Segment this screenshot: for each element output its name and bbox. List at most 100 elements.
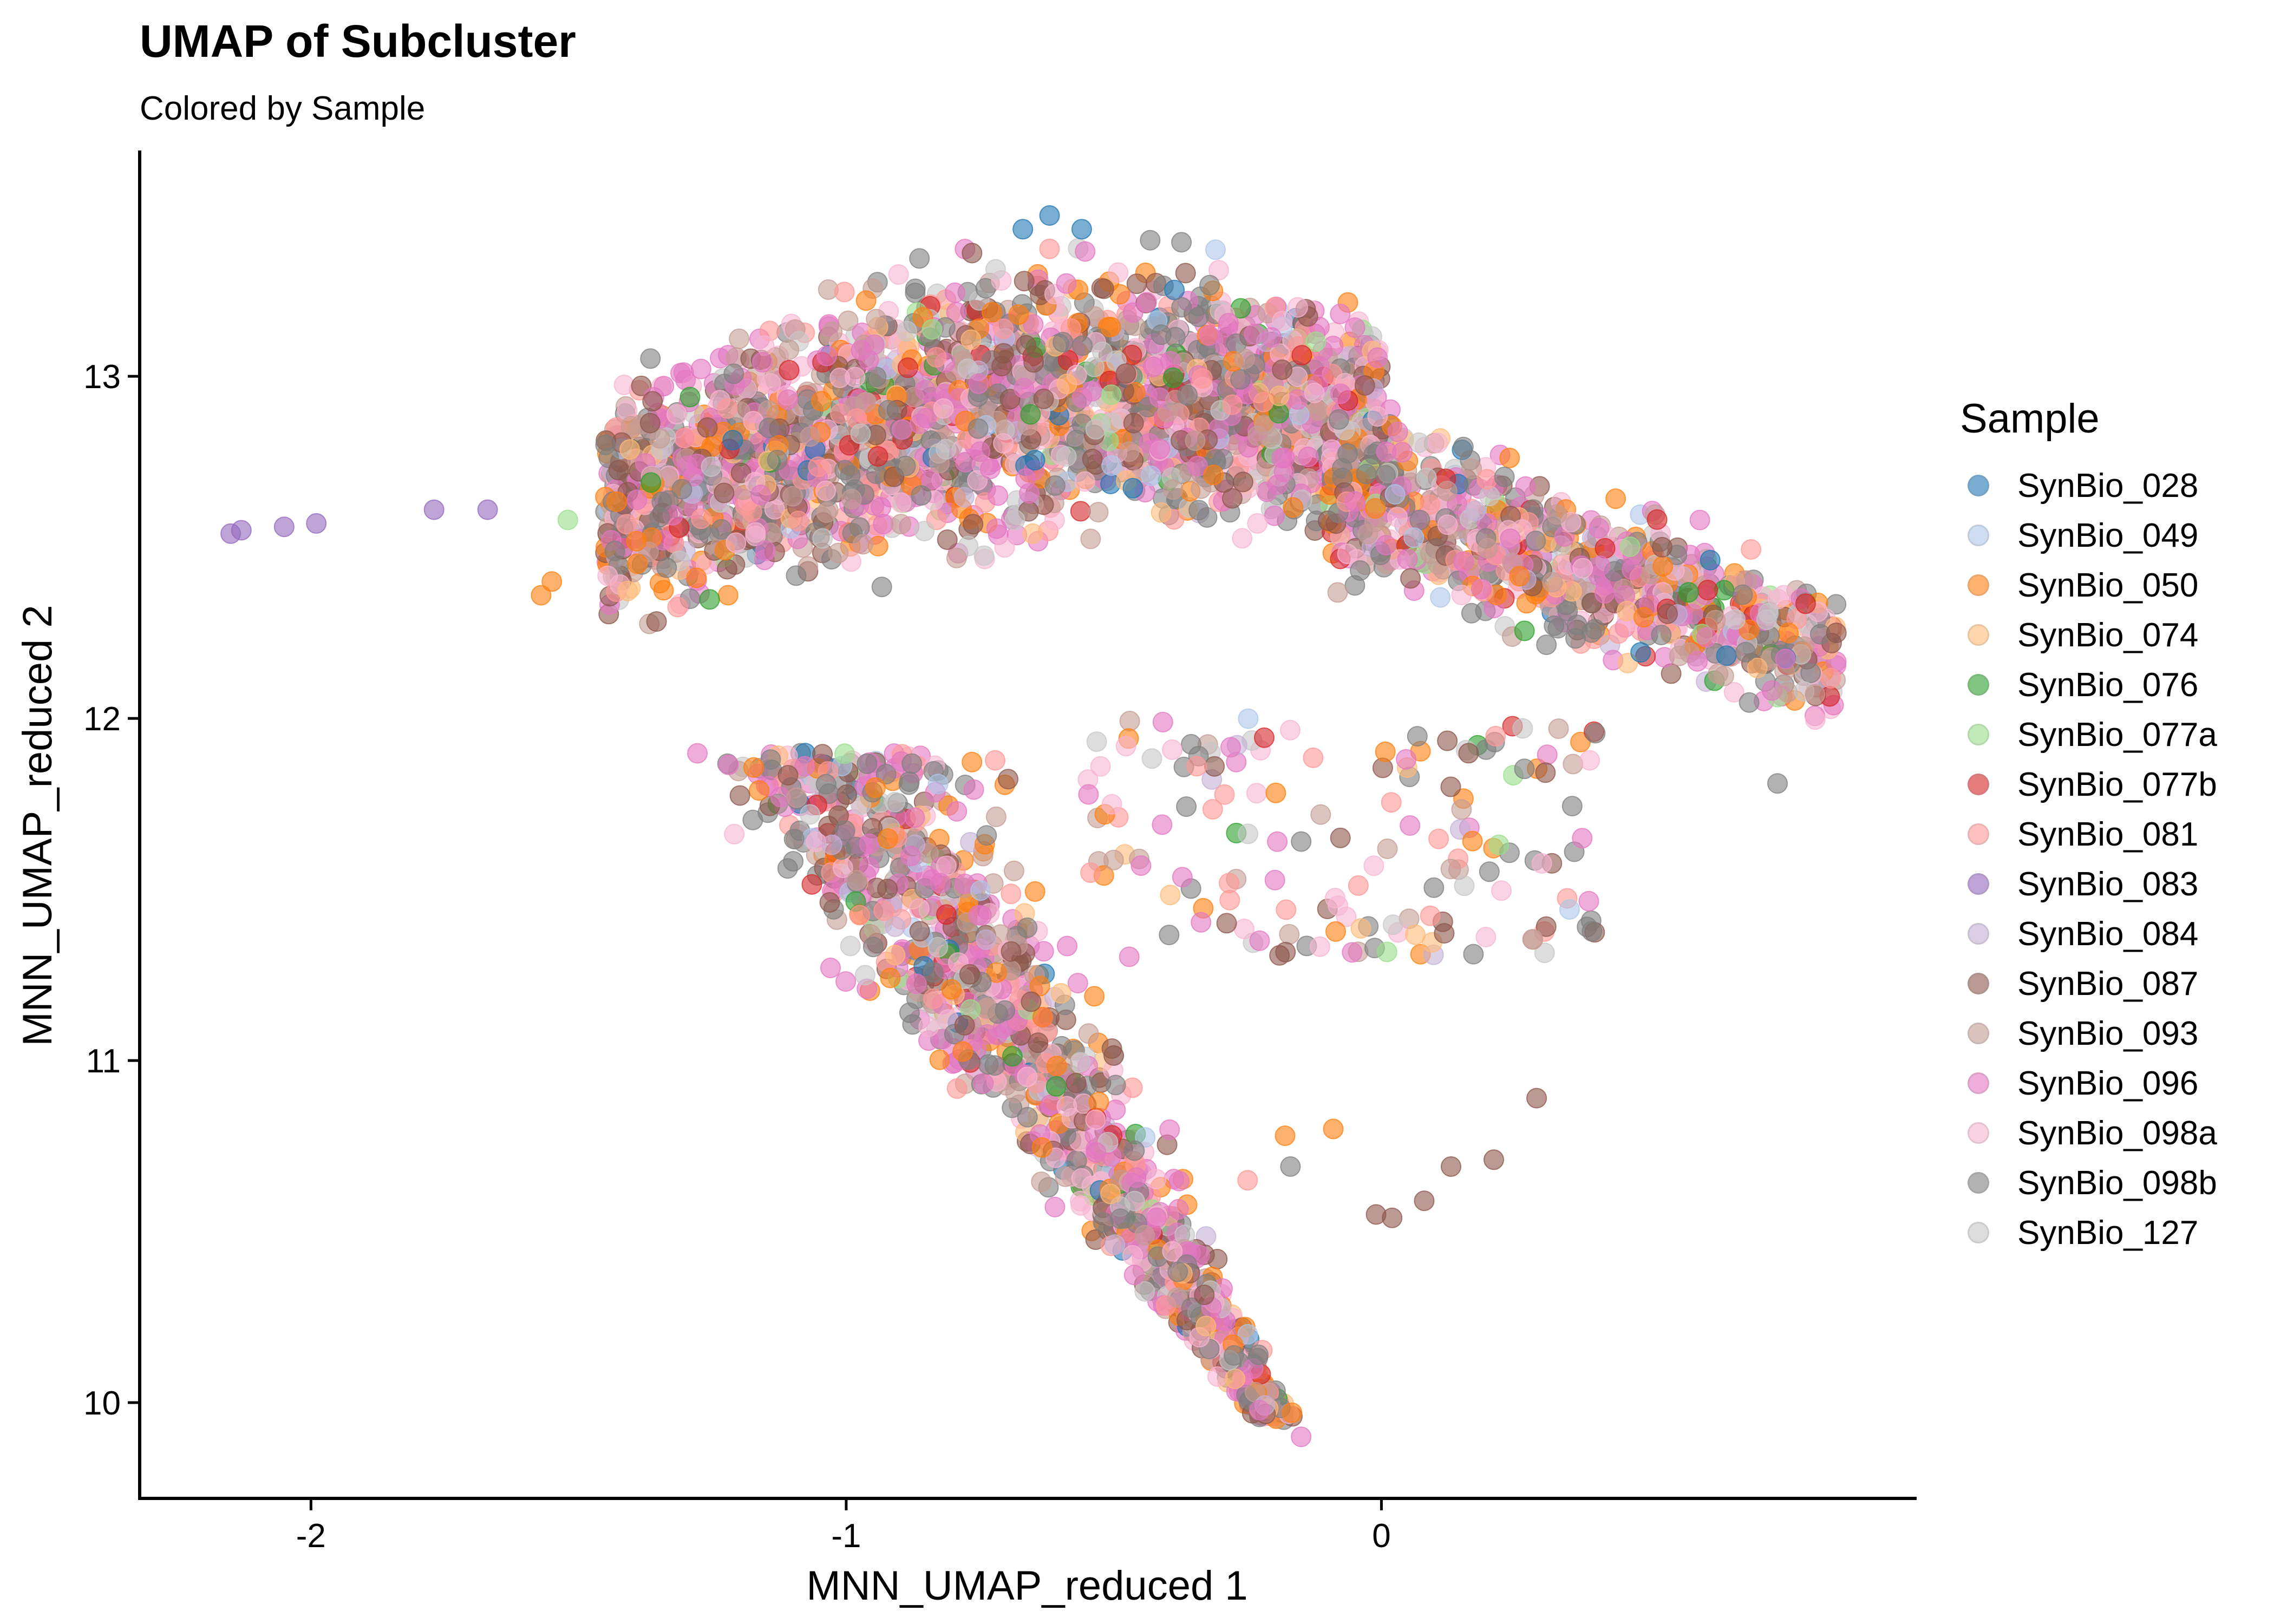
data-point [718,754,739,775]
data-point [988,485,1008,506]
data-point [1220,737,1241,758]
data-point [906,973,927,994]
data-point [930,873,951,894]
data-point [946,547,967,568]
data-point [1630,642,1651,663]
data-point [788,510,809,532]
data-point [699,589,720,610]
data-point [999,389,1021,410]
data-point [687,743,708,764]
data-point [1542,572,1563,593]
data-point [828,542,849,564]
data-point [1023,314,1044,335]
data-point [1187,455,1208,476]
data-point [855,290,877,311]
data-point [1008,304,1029,325]
data-point [1162,739,1183,760]
data-point [914,521,935,542]
data-point [1522,929,1544,950]
data-point [1001,883,1022,905]
data-point [1384,484,1406,505]
data-point [675,370,696,391]
data-point [968,373,989,394]
data-point [1016,335,1037,356]
data-point [960,329,982,350]
data-point [1218,313,1239,333]
data-point [1119,441,1140,462]
data-point [1403,527,1424,548]
data-point [1031,1171,1052,1193]
data-point [904,807,925,828]
data-point [1254,727,1275,748]
data-point [666,404,687,425]
data-point [1249,1400,1270,1420]
data-point [752,352,773,373]
data-point [897,320,917,342]
data-point [1085,1109,1106,1130]
data-point [1033,388,1054,409]
data-point [1337,443,1358,464]
data-point [918,1016,939,1037]
data-point [1071,1168,1092,1189]
data-point [1344,317,1365,338]
data-point [759,417,780,438]
data-point [1168,1170,1190,1191]
data-point [846,870,867,890]
data-point [1430,587,1451,608]
data-point [815,774,837,795]
data-point [1407,726,1428,747]
data-point [1126,273,1147,294]
data-point [1265,782,1286,803]
data-point [1146,1169,1167,1190]
data-point [1477,538,1498,559]
data-point [963,514,984,535]
data-point [1325,888,1345,908]
data-point [1451,585,1472,606]
data-point [1756,609,1777,630]
data-point [1092,341,1113,362]
data-point [1066,1072,1087,1093]
data-point [1325,921,1346,942]
data-point [865,777,886,798]
data-point [779,359,800,381]
data-point [1191,912,1212,933]
data-point [982,302,1003,323]
data-point [1070,1195,1092,1216]
data-point [1017,917,1038,938]
data-point [755,540,776,561]
data-point [1151,502,1172,523]
data-point [854,965,875,986]
data-point [991,356,1012,377]
data-point [777,765,799,786]
data-point [836,784,857,805]
data-point [1225,1368,1246,1390]
data-point [977,1024,998,1045]
data-point [595,434,616,455]
data-point [745,522,766,543]
data-point [1509,566,1530,587]
data-point [1221,488,1243,509]
data-point [750,484,771,506]
x-tick-label: -2 [296,1517,326,1555]
data-point [1264,869,1285,890]
data-point [1003,860,1024,881]
data-point [1461,603,1482,624]
data-point [1471,579,1492,600]
data-point [885,916,906,937]
data-point [1800,663,1821,683]
data-point [1330,303,1351,324]
data-point [1105,1234,1126,1255]
data-point [1019,483,1040,504]
data-point [1559,899,1580,920]
data-point [1546,504,1567,525]
data-point [1205,239,1226,260]
data-point [909,921,930,942]
data-point [1310,804,1331,825]
data-point [642,391,663,412]
data-point [1140,230,1161,251]
data-point [1045,1076,1067,1097]
data-point [613,375,635,395]
data-point [1276,899,1297,920]
data-point [880,967,901,988]
data-point [1101,384,1122,405]
